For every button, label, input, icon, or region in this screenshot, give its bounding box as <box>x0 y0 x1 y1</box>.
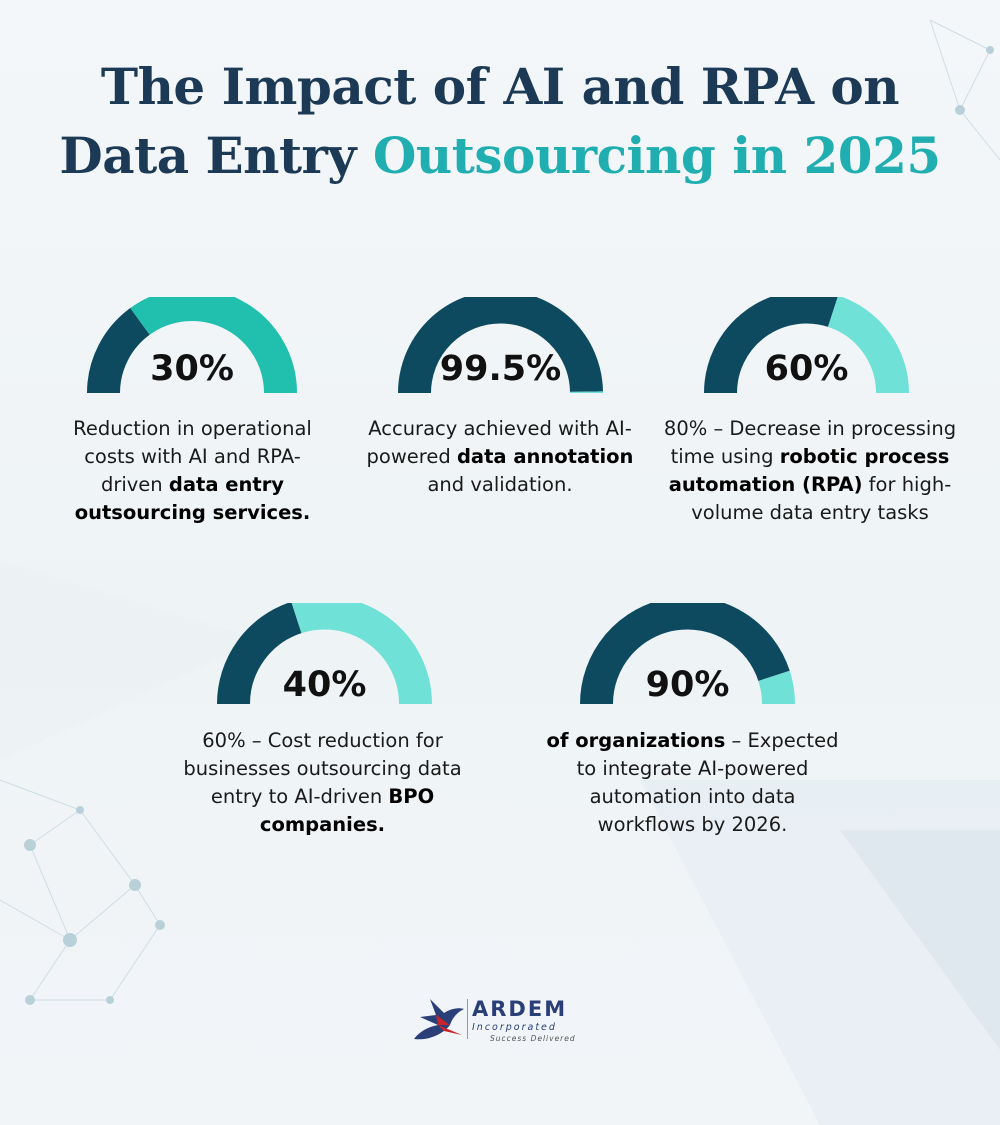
ardem-star-icon <box>414 999 464 1040</box>
stat-description: 80% – Decrease in processing time using … <box>660 415 960 527</box>
gauge-arc <box>580 603 795 704</box>
gauge-arc <box>704 297 909 393</box>
title-line-2-accent: Outsourcing in 2025 <box>372 126 941 185</box>
description-text: and validation. <box>427 473 573 496</box>
description-text: Accuracy achieved with AI-powered <box>366 417 632 468</box>
description-text: 80% – Decrease in processing time using <box>663 417 957 468</box>
gauge-value: 99.5% <box>439 349 562 389</box>
stat-description: Accuracy achieved with AI-powered data a… <box>360 415 640 499</box>
gauge-arc <box>398 297 603 393</box>
logo-divider <box>467 999 468 1039</box>
stat-gauge-60: 60% <box>704 297 909 393</box>
gauge-fill-arc <box>87 308 151 393</box>
gauge-track-arc <box>758 670 795 704</box>
gauge-value: 40% <box>282 665 367 705</box>
ardem-logo: ARDEM Incorporated Success Delivered <box>410 995 600 1045</box>
stat-gauge-99-5: 99.5% <box>398 297 603 393</box>
description-text: Reduction in operational costs with AI a… <box>73 417 312 496</box>
description-bold-text: BPO companies. <box>259 785 435 836</box>
stat-description: of organizations – Expected to integrate… <box>540 727 845 839</box>
stat-description: 60% – Cost reduction for businesses outs… <box>170 727 475 839</box>
stat-gauge-40: 40% <box>217 603 432 705</box>
logo-subtitle: Incorporated <box>472 1022 557 1033</box>
gauge-track-arc <box>291 603 432 704</box>
gauge-track-arc <box>130 297 297 393</box>
description-text: for high-volume data entry tasks <box>691 473 952 524</box>
title-line-2-prefix: Data Entry <box>59 126 373 185</box>
gauge-fill-arc <box>217 603 303 704</box>
stat-gauge-30: 30% <box>87 297 297 393</box>
page-title: The Impact of AI and RPA on Data Entry O… <box>0 52 1000 190</box>
logo-tagline: Success Delivered <box>490 1034 576 1043</box>
description-text: – Expected to integrate AI-powered autom… <box>576 729 839 836</box>
gauge-arc <box>87 297 297 393</box>
description-bold-text: data annotation <box>456 445 634 468</box>
gauge-arc <box>217 603 432 704</box>
description-text: 60% – Cost reduction for businesses outs… <box>183 729 462 808</box>
stat-gauge-90: 90% <box>580 603 795 705</box>
gauge-fill-arc <box>704 297 838 393</box>
stat-description: Reduction in operational costs with AI a… <box>55 415 330 527</box>
gauge-fill-arc <box>398 297 603 393</box>
gauge-fill-arc <box>580 603 790 704</box>
description-bold-text: data entry outsourcing services. <box>74 473 311 524</box>
gauge-value: 90% <box>645 665 730 705</box>
title-line-1: The Impact of AI and RPA on <box>100 57 900 116</box>
logo-name: ARDEM <box>472 997 568 1021</box>
description-bold-text: robotic process automation (RPA) <box>668 445 950 496</box>
gauge-value: 30% <box>150 349 234 389</box>
description-bold-text: of organizations <box>546 729 726 752</box>
gauge-value: 60% <box>764 349 849 389</box>
gauge-track-arc <box>827 297 909 393</box>
